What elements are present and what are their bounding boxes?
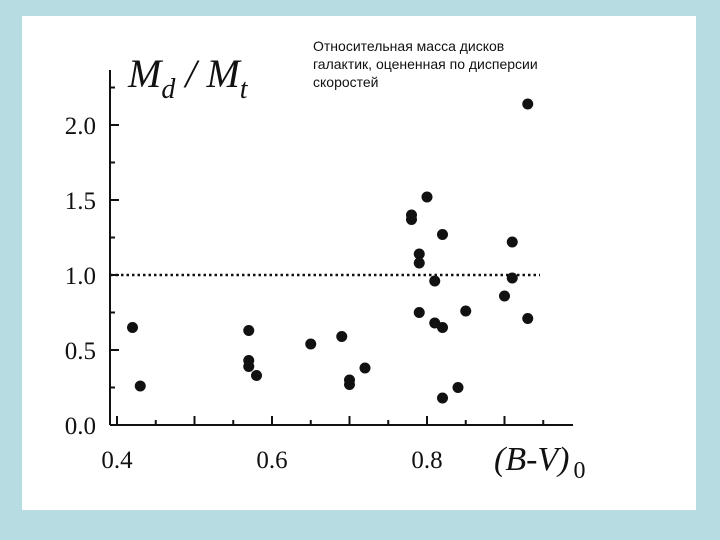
data-point [460, 305, 472, 317]
data-point [452, 382, 464, 393]
data-point [243, 325, 255, 336]
data-point [437, 229, 448, 240]
y-axis-label-slash: / [175, 51, 206, 96]
data-point [437, 322, 448, 333]
data-point [406, 214, 417, 225]
data-point [437, 392, 448, 404]
y-axis-label: Md / Mt [127, 51, 249, 105]
data-point [251, 370, 262, 381]
data-point [421, 191, 433, 203]
data-point [359, 362, 371, 374]
data-point [506, 236, 518, 248]
data-point [413, 307, 425, 318]
data-point [336, 331, 348, 342]
data-point [499, 290, 510, 302]
data-point [429, 275, 441, 287]
data-point [243, 361, 255, 372]
data-point [413, 257, 425, 269]
y-tick-label: 1.0 [65, 263, 96, 290]
x-tick-label: 0.4 [101, 447, 133, 474]
chart-caption: Относительная масса дисков галактик, оце… [313, 38, 538, 90]
data-point [127, 322, 138, 333]
data-point [413, 248, 425, 260]
y-axis-label-main2: M [205, 51, 242, 96]
chart-axes [109, 70, 573, 426]
y-axis-label-main: M [127, 51, 164, 96]
y-tick-label: 2.0 [65, 113, 96, 140]
y-axis-label-sub2: t [240, 74, 249, 105]
x-axis-label: (B-V) 0 [494, 441, 586, 484]
data-points [127, 98, 534, 404]
x-tick-label: 0.6 [256, 447, 287, 474]
data-point [344, 379, 355, 390]
data-point [522, 98, 534, 110]
data-point [305, 338, 317, 350]
data-point [134, 380, 146, 392]
y-tick-label: 0.5 [65, 338, 96, 365]
data-point [506, 272, 518, 284]
x-axis-label-sub: 0 [574, 458, 586, 484]
y-tick-label: 0.0 [65, 413, 96, 440]
x-tick-label: 0.8 [411, 447, 442, 474]
y-tick-label: 1.5 [65, 188, 96, 215]
x-axis-label-main: (B-V) [494, 441, 570, 478]
data-point [522, 313, 534, 324]
y-axis-label-sub1: d [161, 74, 176, 105]
slide-panel [22, 16, 696, 510]
tick-labels: 0.0 0.5 1.0 1.5 2.0 0.4 0.6 0.8 [65, 113, 443, 474]
